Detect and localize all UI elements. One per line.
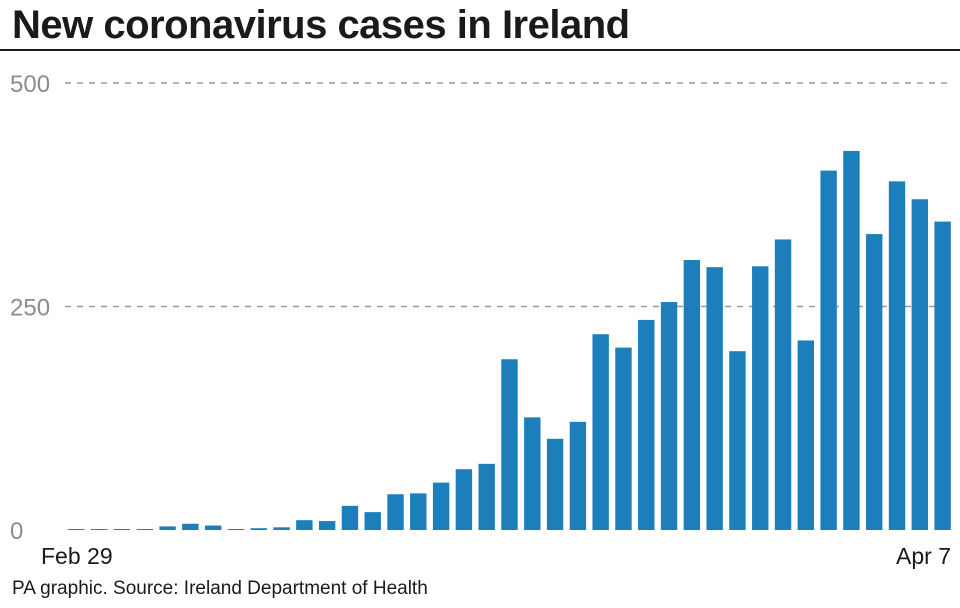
bar [387, 494, 404, 530]
bar [911, 199, 929, 530]
title-divider [0, 49, 960, 51]
bar [797, 340, 815, 530]
bar [318, 521, 336, 530]
bar [250, 528, 267, 530]
bar [706, 267, 723, 530]
bar [204, 525, 222, 530]
bar [341, 505, 359, 530]
bar [501, 359, 518, 530]
bar [569, 421, 587, 530]
bar [774, 239, 792, 530]
x-end-label: Apr 7 [896, 543, 951, 569]
grid-lines [65, 82, 950, 308]
x-start-label: Feb 29 [41, 543, 113, 569]
bar [410, 493, 427, 530]
bar [455, 469, 473, 530]
bar [866, 234, 883, 530]
bar [296, 520, 313, 530]
bar [843, 150, 860, 530]
bar [136, 529, 153, 530]
bar [227, 529, 245, 530]
y-axis-ticks: 0 250 500 [10, 71, 50, 545]
bar [159, 526, 176, 530]
bar [113, 529, 131, 530]
bar [729, 351, 746, 530]
y-tick-label: 0 [10, 518, 23, 545]
bar [273, 527, 290, 530]
bar [524, 417, 541, 530]
bar [432, 482, 450, 530]
bar [182, 523, 199, 530]
y-tick-label: 500 [10, 71, 50, 98]
bars [68, 150, 951, 531]
bar [478, 463, 495, 530]
bar [364, 512, 381, 530]
chart-title: New coronavirus cases in Ireland [12, 3, 630, 47]
bar [934, 221, 951, 530]
bar [615, 347, 632, 530]
bar [660, 302, 678, 530]
bar [820, 170, 837, 531]
bar [90, 529, 108, 530]
y-tick-label: 250 [10, 295, 50, 322]
bar [888, 181, 906, 530]
bar [546, 438, 564, 530]
bar [68, 529, 85, 530]
bar [638, 319, 655, 530]
bar [592, 334, 609, 530]
bar-chart: 0 250 500 Feb 29 Apr 7 [10, 71, 951, 569]
bar [752, 266, 769, 530]
source-note: PA graphic. Source: Ireland Department o… [12, 578, 428, 599]
bar [683, 260, 701, 530]
